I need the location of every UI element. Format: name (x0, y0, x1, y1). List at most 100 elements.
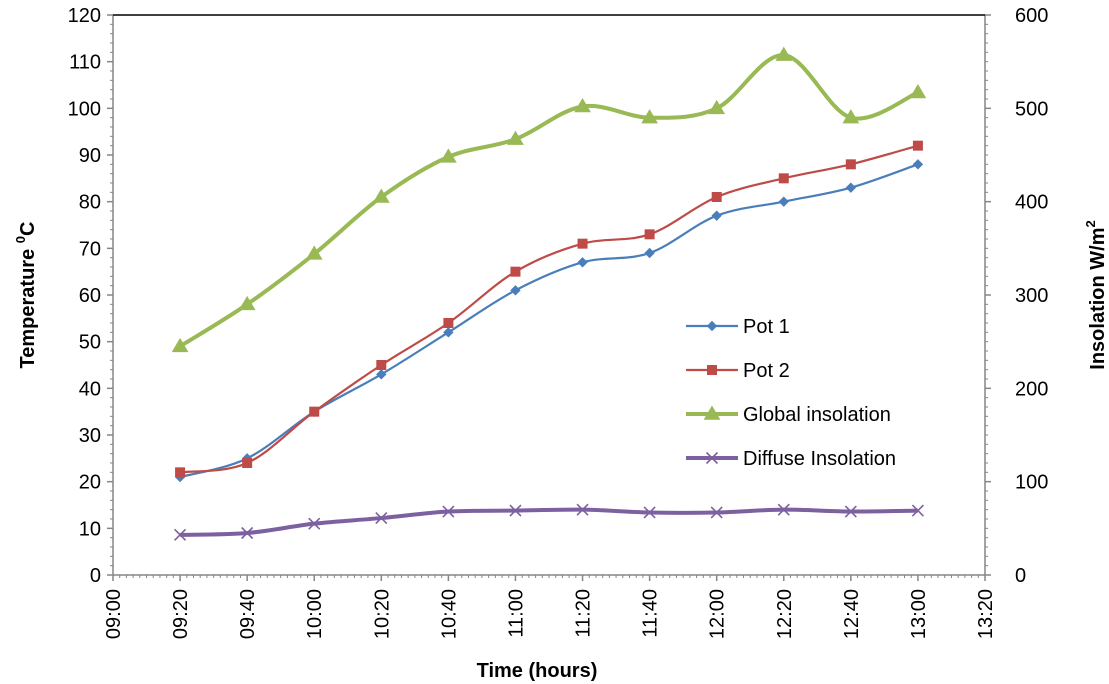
data-point (708, 99, 726, 115)
y-right-tick-label: 200 (1015, 378, 1048, 400)
legend: Pot 1 Pot 2 Global insolation Diffuse Insol… (686, 316, 896, 470)
data-point (912, 159, 924, 170)
data-point (912, 140, 923, 151)
data-point (510, 285, 521, 296)
data-point (775, 46, 793, 61)
data-point (778, 196, 789, 207)
x-tick-label: 11:40 (640, 589, 662, 638)
y-left-tick-label: 80 (79, 192, 101, 214)
series-layer (171, 46, 927, 541)
series-line (179, 53, 919, 349)
legend-marker (706, 320, 718, 332)
series-line (180, 507, 918, 537)
y-left-tick-label: 10 (79, 518, 101, 540)
legend-item: Pot 2 (686, 360, 790, 382)
data-point (711, 210, 722, 221)
data-point (643, 506, 656, 519)
y-left-tick-label: 30 (79, 425, 101, 447)
data-point (777, 503, 790, 516)
y-right-tick-label: 400 (1015, 192, 1048, 214)
series-4 (174, 503, 924, 541)
y-left-tick-label: 0 (90, 565, 101, 587)
x-tick-label: 13:00 (908, 589, 930, 639)
y-right-tick-label: 0 (1015, 565, 1026, 587)
data-point (175, 467, 186, 478)
data-point (778, 173, 789, 184)
data-point (510, 266, 521, 277)
data-point (171, 337, 189, 353)
y-left-tick-label: 70 (79, 238, 101, 260)
y-left-tick-label: 110 (69, 52, 101, 74)
data-point (242, 458, 253, 468)
y-right-tick-label: 600 (1015, 5, 1048, 27)
x-tick-label: 11:20 (573, 589, 595, 638)
x-tick-label: 09:20 (170, 589, 192, 639)
data-point (375, 512, 388, 525)
y-axis-left-title-sup: 0 (13, 236, 28, 243)
data-point (443, 327, 454, 338)
ticks: 0 10 20 30 40 50 60 70 80 90 100 110 120 0 100 200 300 40… (68, 5, 1049, 639)
x-tick-label: 13:20 (975, 589, 997, 639)
data-point (174, 528, 187, 541)
series-2 (175, 140, 923, 478)
legend-label: Diffuse Insolation (743, 448, 896, 470)
y-left-tick-label: 100 (68, 98, 101, 120)
x-tick-label: 12:00 (707, 589, 729, 639)
data-point (440, 148, 457, 163)
data-point (842, 109, 860, 124)
legend-item: Global insolation (686, 404, 891, 426)
data-point (309, 406, 320, 417)
data-point (305, 245, 323, 260)
data-point (711, 192, 722, 202)
legend-item: Pot 1 (686, 316, 790, 338)
legend-marker (707, 365, 717, 375)
y-axis-left-title-tail: C (17, 222, 39, 236)
data-point (241, 526, 254, 540)
x-tick-label: 10:40 (438, 589, 460, 639)
data-point (442, 505, 455, 518)
y-axis-right-title-main: Insolation W/m (1087, 228, 1109, 370)
y-left-tick-label: 50 (79, 332, 101, 354)
y-left-tick-label: 60 (79, 285, 101, 307)
data-point (443, 318, 454, 328)
x-tick-label: 11:00 (505, 589, 527, 638)
y-axis-left-title-main: Temperature (17, 243, 39, 368)
data-point (641, 109, 658, 124)
data-point (577, 257, 588, 268)
y-axis-left-title: Temperature 0C (13, 222, 39, 369)
data-point (909, 83, 927, 99)
axes (112, 14, 986, 576)
data-point (845, 159, 856, 170)
x-tick-label: 12:40 (841, 589, 863, 639)
x-tick-label: 12:20 (774, 589, 796, 639)
x-tick-label: 10:20 (371, 589, 393, 639)
data-point (844, 505, 857, 518)
legend-item: Diffuse Insolation (686, 448, 896, 470)
y-right-tick-label: 500 (1015, 98, 1048, 120)
legend-marker (703, 405, 721, 420)
data-point (644, 247, 655, 259)
data-point (238, 295, 256, 311)
data-point (710, 506, 723, 519)
data-point (911, 504, 924, 517)
data-point (574, 97, 591, 113)
y-right-tick-label: 300 (1015, 285, 1048, 307)
data-point (372, 188, 390, 203)
data-point (507, 130, 524, 145)
data-point (509, 504, 522, 517)
x-tick-label: 09:40 (237, 589, 259, 639)
legend-marker (705, 451, 719, 465)
data-point (576, 503, 589, 516)
data-point (376, 369, 387, 380)
x-axis-title: Time (hours) (477, 660, 598, 682)
data-point (845, 182, 857, 193)
y-left-tick-label: 40 (79, 378, 101, 400)
y-left-tick-label: 90 (79, 145, 101, 167)
y-axis-right-title: Insolation W/m2 (1083, 220, 1109, 369)
y-axis-right-title-sup: 2 (1083, 220, 1098, 227)
legend-label: Global insolation (743, 404, 891, 426)
data-point (644, 229, 655, 240)
data-point (308, 517, 321, 530)
